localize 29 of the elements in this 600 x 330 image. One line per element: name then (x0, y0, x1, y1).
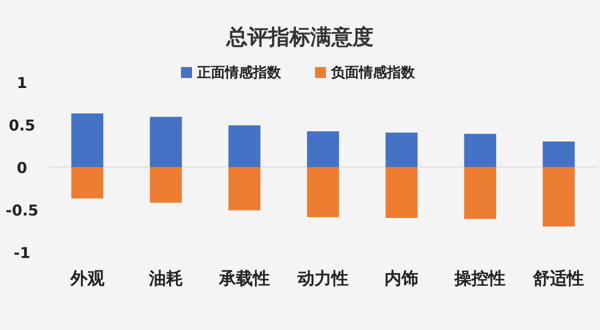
y-tick-label: -1 (14, 244, 30, 262)
x-tick-label: 操控性 (454, 269, 506, 289)
bar (307, 167, 339, 218)
bar (386, 167, 418, 218)
bar (71, 167, 104, 198)
bar (228, 167, 260, 210)
x-tick-label: 动力性 (296, 269, 348, 289)
bar (542, 142, 575, 167)
x-tick-label: 舒适性 (532, 269, 584, 289)
bar (464, 134, 496, 167)
legend-label: 负面情感指数 (330, 65, 416, 81)
bar (71, 113, 104, 167)
chart-title: 总评指标满意度 (226, 25, 374, 49)
legend-label: 正面情感指数 (196, 65, 282, 81)
bar (542, 167, 575, 226)
bar (228, 125, 260, 167)
y-tick-label: -0.5 (6, 202, 38, 220)
bar (150, 167, 182, 203)
y-tick-label: 0 (16, 159, 28, 177)
x-tick-label: 内饰 (384, 269, 419, 289)
y-tick-label: 1 (16, 74, 28, 92)
x-tick-label: 油耗 (148, 269, 183, 289)
bar (150, 116, 182, 167)
x-tick-label: 外观 (69, 269, 106, 289)
bar (464, 167, 496, 219)
bar (307, 131, 339, 167)
x-tick-label: 承载性 (218, 269, 270, 289)
y-tick-label: 0.5 (8, 116, 36, 134)
bar (386, 132, 418, 167)
